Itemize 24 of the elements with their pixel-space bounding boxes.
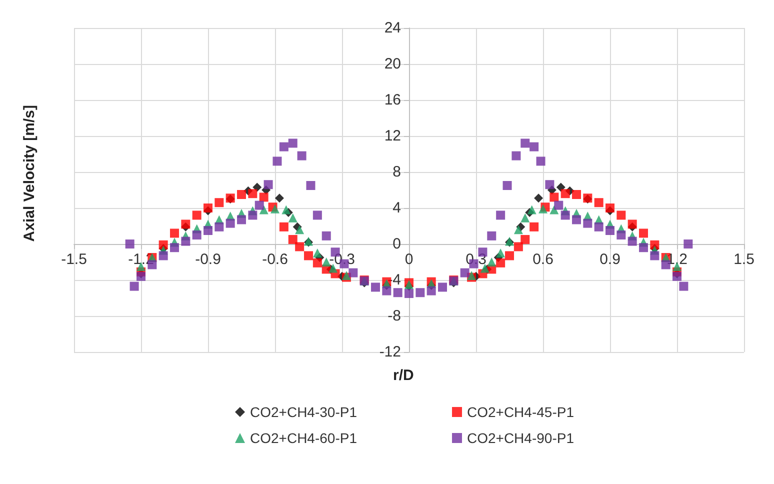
y-tick-label: 24 [384, 20, 401, 36]
x-tick-label: 1.5 [734, 251, 754, 268]
legend-label: CO2+CH4-60-P1 [250, 430, 358, 446]
x-tick-label: -1.5 [61, 251, 87, 268]
y-tick-label: 0 [392, 236, 401, 252]
y-tick-label: 8 [392, 164, 401, 180]
y-tick-label: 4 [392, 200, 401, 216]
x-tick-label: -0.3 [329, 251, 355, 268]
y-axis-title: Axial Velocity [m/s] [21, 104, 38, 242]
y-tick-label: 16 [384, 92, 401, 108]
y-tick-label: 20 [384, 56, 401, 72]
x-tick-label: 0 [404, 251, 414, 268]
legend-label: CO2+CH4-30-P1 [250, 404, 358, 420]
x-axis-title: r/D [393, 367, 414, 384]
legend-label: CO2+CH4-45-P1 [466, 404, 574, 420]
x-tick-label: -0.6 [262, 251, 288, 268]
y-tick-label: -12 [379, 344, 401, 360]
x-tick-label: 0.3 [466, 251, 486, 268]
y-tick-label: 12 [384, 128, 401, 144]
x-tick-label: 0.6 [532, 251, 554, 268]
x-tick-label: -0.9 [195, 251, 221, 268]
y-tick-label: -8 [388, 308, 401, 324]
legend-label: CO2+CH4-90-P1 [466, 430, 574, 446]
x-tick-label: 0.9 [600, 251, 620, 268]
